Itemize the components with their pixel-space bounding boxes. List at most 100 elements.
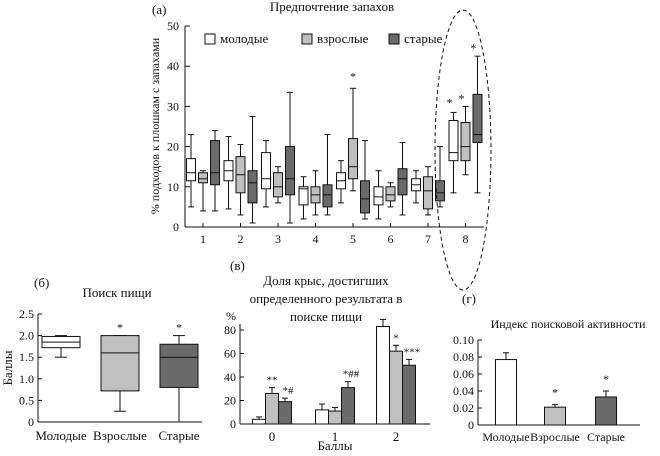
panel-b: (б) Поиск пищи Баллы 0 0.5 1.0 1.5 2.0 2.5 Мол…	[0, 275, 202, 443]
panel-d-y-tick-label: 0	[468, 418, 474, 432]
panel-d-significance-mark: *	[603, 372, 609, 386]
panel-c-bar	[402, 364, 416, 425]
panel-b-ylabel: Баллы	[0, 350, 15, 385]
panel-a-x-tick-label: 4	[313, 232, 319, 246]
panel-c-y-tick-label: 40	[224, 370, 236, 384]
panel-a-y-tick-label: 20	[167, 140, 179, 154]
panel-a-highlight-ellipse	[434, 9, 492, 291]
panel-a-x-tick-label: 2	[238, 232, 244, 246]
panel-b-label: (б)	[34, 275, 49, 290]
panel-a-significance-mark: *	[471, 41, 477, 55]
panel-b-box	[159, 343, 199, 388]
panel-b-y-tick-label: 1.5	[19, 350, 34, 364]
panel-c-significance-mark: *#	[283, 385, 295, 397]
panel-a-legend: молодые взрослые старые	[204, 31, 443, 46]
panel-b-y-tick-label: 0	[28, 415, 34, 429]
panel-a-box	[322, 184, 333, 208]
panel-a-x-tick-label: 5	[350, 232, 356, 246]
panel-d: (г) Индекс поисковой активности 0 0.02 0.0…	[453, 291, 646, 444]
panel-a-annotations: * * * *	[350, 41, 477, 109]
panel-a-box	[273, 172, 283, 198]
panel-c-title-line3: поиске пищи	[290, 309, 362, 324]
panel-d-y-tick-label: 0.10	[453, 333, 474, 347]
panel-a: (a) Предпочтение запахов % подходов к пл…	[148, 0, 492, 291]
panel-a-box	[435, 180, 445, 202]
panel-c-y-tick-label: 80	[224, 323, 236, 337]
panel-c: (в) Доля крыс, достигших определенного р…	[224, 258, 430, 453]
panel-c-significance-mark: *##	[343, 369, 360, 381]
panel-a-significance-mark: *	[459, 91, 465, 105]
panel-b-significance-mark: *	[117, 321, 123, 335]
panel-a-ylabel: % подходов к плошкам с запахами	[148, 37, 162, 214]
panel-b-x-tick-label: Старые	[158, 428, 199, 443]
panel-d-title: Индекс поисковой активности	[491, 317, 646, 331]
panel-a-y-tick-label: 30	[167, 99, 179, 113]
panel-c-y-tick-label: 0	[230, 417, 236, 431]
panel-d-y-tick-label: 0.08	[453, 350, 474, 364]
panel-a-x-tick-label: 6	[388, 232, 394, 246]
panel-a-box	[373, 186, 384, 206]
panel-d-bar	[544, 406, 566, 426]
panel-c-label: (в)	[230, 258, 245, 273]
panel-a-x-tick-label: 8	[463, 232, 469, 246]
panel-a-y-axis: 0 10 20 30 40 50	[167, 19, 190, 234]
panel-b-y-tick-label: 1.0	[19, 372, 34, 386]
panel-b-box	[100, 335, 140, 392]
panel-d-significance-mark: *	[552, 386, 558, 400]
panel-a-box	[385, 186, 396, 202]
panel-a-box	[460, 121, 471, 162]
panel-d-bar	[495, 359, 517, 426]
panel-a-y-tick-label: 10	[167, 180, 179, 194]
legend-label-young: молодые	[220, 31, 269, 46]
panel-a-x-axis: 1 2 3 4 5 6 7 8	[185, 223, 484, 246]
panel-d-x-tick-label: Молодые	[482, 430, 529, 444]
panel-a-box	[247, 170, 258, 204]
panel-d-x-tick-label: Старые	[587, 430, 625, 444]
panel-c-x-tick-label: 2	[393, 429, 400, 444]
panel-a-box	[186, 158, 196, 182]
panel-a-significance-mark: *	[447, 95, 453, 109]
legend-swatch-adult	[301, 33, 313, 45]
panel-a-title: Предпочтение запахов	[270, 0, 394, 14]
panel-b-boxes: * *	[41, 321, 199, 423]
panel-d-label: (г)	[462, 291, 476, 306]
panel-d-y-tick-label: 0.02	[453, 401, 474, 415]
legend-swatch-old	[388, 33, 400, 45]
legend-label-old: старые	[404, 31, 443, 46]
panel-b-axes: 0 0.5 1.0 1.5 2.0 2.5 Молодые Взрослые Старые	[19, 307, 202, 443]
panel-a-box	[210, 140, 220, 186]
panel-b-title: Поиск пищи	[82, 285, 151, 300]
panel-a-box	[285, 146, 295, 196]
panel-d-x-tick-label: Взрослые	[530, 430, 580, 444]
panel-b-x-tick-label: Взрослые	[93, 428, 147, 443]
panel-a-box	[423, 176, 433, 210]
panel-b-y-tick-label: 2.5	[19, 307, 34, 321]
panel-c-bar	[278, 401, 292, 425]
panel-a-box	[397, 168, 408, 196]
panel-c-title-line1: Доля крыс, достигших	[263, 273, 389, 288]
panel-a-box	[198, 172, 208, 184]
panel-d-bars: **	[495, 352, 617, 426]
panel-a-box	[348, 138, 358, 180]
panel-a-boxes	[186, 55, 483, 224]
panel-a-box	[472, 93, 483, 144]
panel-b-y-tick-label: 0.5	[19, 393, 34, 407]
panel-a-significance-mark: *	[350, 69, 356, 83]
panel-c-y-tick-label: 20	[224, 394, 236, 408]
panel-c-x-tick-label: 1	[332, 429, 339, 444]
panel-a-y-tick-label: 0	[173, 220, 179, 234]
panel-b-y-tick-label: 2.0	[19, 329, 34, 343]
panel-d-axes: 0 0.02 0.04 0.06 0.08 0.10 Молодые Взрослые Стар…	[453, 333, 640, 444]
panel-d-y-tick-label: 0.06	[453, 367, 474, 381]
panel-a-y-tick-label: 40	[167, 59, 179, 73]
legend-label-adult: взрослые	[317, 31, 369, 46]
panel-a-box	[448, 119, 459, 162]
panel-a-label: (a)	[152, 2, 166, 17]
panel-a-x-tick-label: 1	[200, 232, 206, 246]
panel-c-bar	[265, 392, 279, 425]
panel-a-box	[261, 152, 271, 190]
panel-a-box	[360, 180, 370, 214]
panel-a-y-tick-label: 50	[167, 19, 179, 33]
panel-c-ylabel: %	[226, 309, 236, 323]
panel-c-xlabel: Баллы	[317, 438, 352, 453]
